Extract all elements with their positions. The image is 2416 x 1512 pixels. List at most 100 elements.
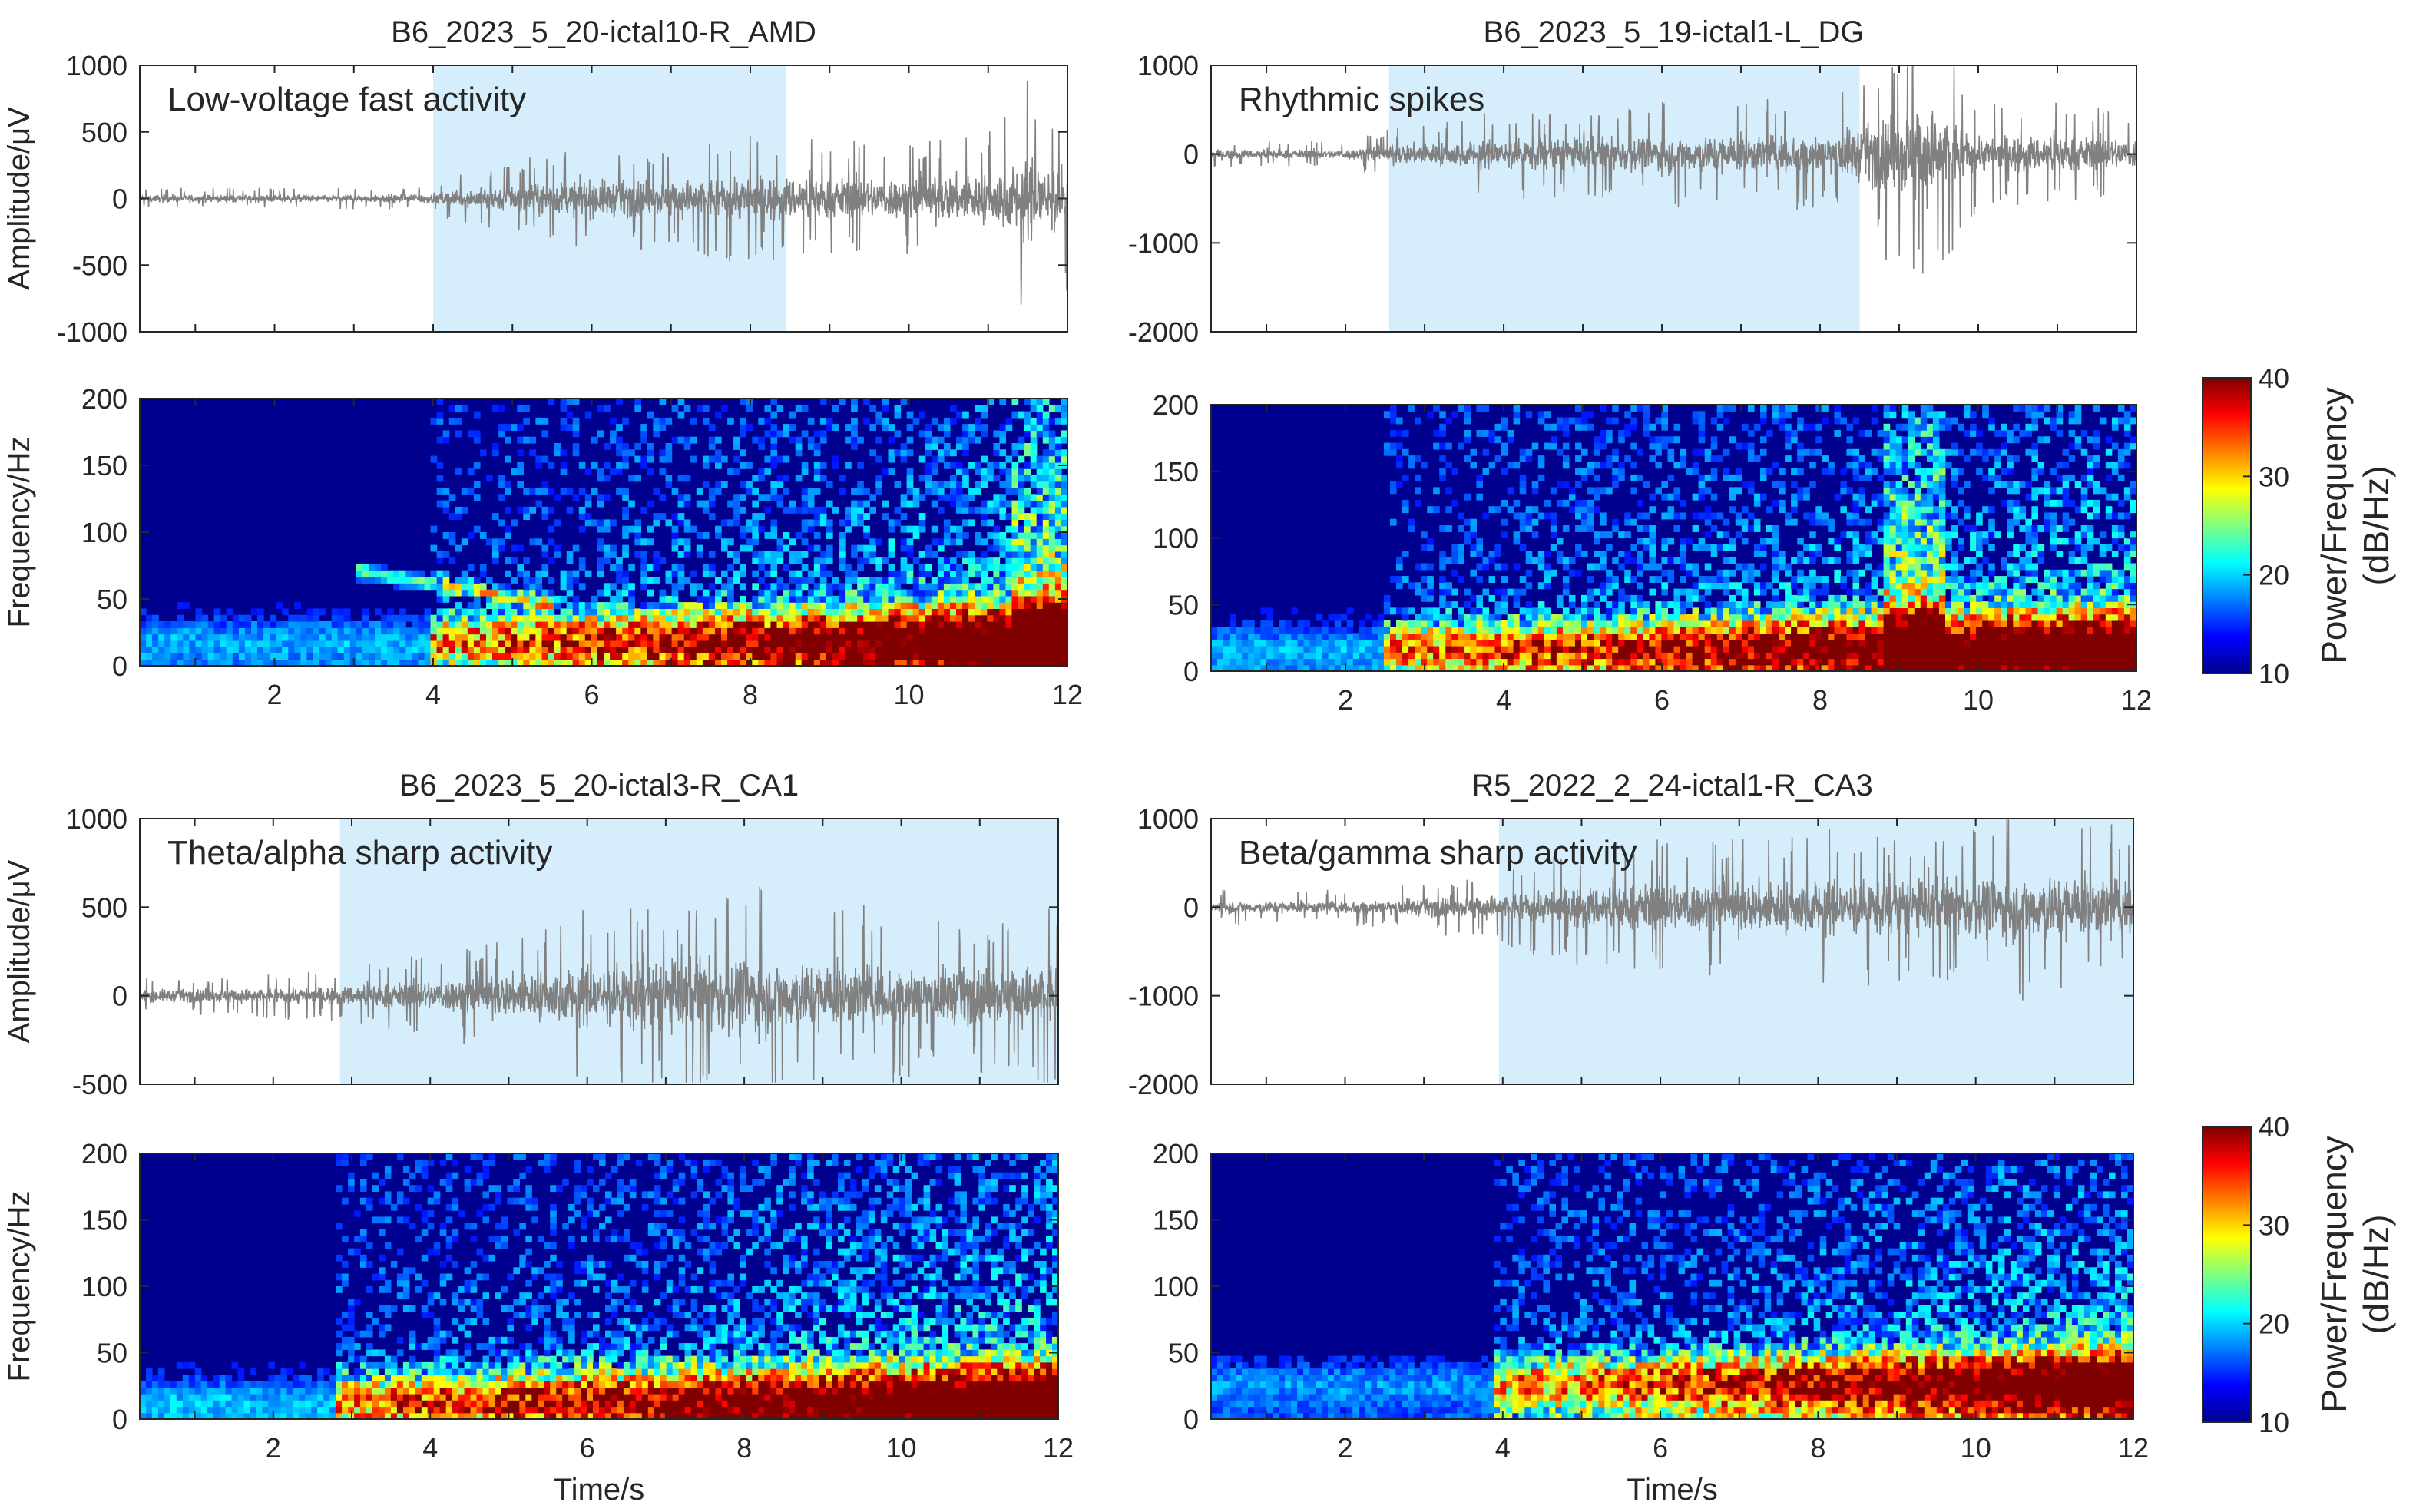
spectrogram-cell — [1303, 664, 1311, 672]
spectrogram-cell — [1005, 544, 1013, 552]
spectrogram-cell — [1011, 634, 1019, 641]
spectrogram-cell — [1556, 646, 1564, 653]
spectrogram-cell — [467, 621, 475, 628]
spectrogram-cell — [1048, 583, 1056, 591]
spectrogram-cell — [845, 462, 852, 469]
spectrogram-cell — [597, 405, 604, 412]
spectrogram-cell — [665, 577, 673, 584]
spectrogram-cell — [721, 640, 728, 647]
spectrogram-cell — [869, 659, 876, 667]
spectrogram-cell — [1451, 557, 1458, 564]
spectrogram-cell — [1680, 614, 1687, 621]
spectrogram-cell — [1581, 658, 1588, 666]
spectrogram-cell — [1871, 582, 1878, 590]
spectrogram-cell — [1741, 423, 1749, 431]
spectrogram-cell — [1723, 544, 1730, 551]
spectrogram-cell — [1630, 664, 1637, 672]
spectrogram-cell — [1828, 557, 1835, 564]
spectrogram-cell — [498, 424, 505, 431]
spectrogram-cell — [1421, 652, 1428, 660]
spectrogram-cell — [591, 436, 598, 444]
spectrogram-cell — [1587, 499, 1594, 507]
spectrogram-cell — [1809, 652, 1816, 660]
spectrogram-cell — [622, 583, 629, 591]
spectrogram-cell — [845, 614, 852, 622]
spectrogram-cell — [492, 640, 499, 647]
spectrogram-cell — [1815, 614, 1822, 621]
spectrogram-cell — [647, 614, 654, 622]
spectrogram-cell — [461, 608, 468, 616]
spectrogram-cell — [752, 436, 759, 444]
spectrogram-cell — [1024, 589, 1031, 597]
spectrogram-cell — [813, 634, 821, 641]
spectrogram-cell — [399, 570, 406, 577]
spectrogram-cell — [412, 627, 419, 635]
spectrogram-cell — [677, 399, 685, 405]
spectrogram-cell — [479, 614, 487, 622]
spectrogram-cell — [1464, 405, 1471, 412]
spectrogram-cell — [746, 659, 753, 667]
spectrogram-cell — [690, 570, 697, 577]
spectrogram-cell — [1791, 664, 1798, 672]
spectrogram-cell — [461, 589, 468, 597]
spectrogram-cell — [616, 602, 623, 609]
spectrogram-cell — [1779, 487, 1786, 495]
spectrogram-cell — [1797, 423, 1804, 431]
spectrogram-cell — [412, 653, 419, 660]
spectrogram-cell — [999, 494, 1007, 501]
spectrogram-cell — [888, 653, 895, 660]
spectrogram-cell — [863, 589, 870, 597]
spectrogram-cell — [789, 538, 796, 546]
spectrogram-cell — [578, 525, 586, 533]
spectrogram-cell — [1427, 639, 1434, 647]
spectrogram-cell — [956, 462, 963, 469]
spectrogram-cell — [1698, 633, 1706, 640]
spectrogram-cell — [993, 494, 1001, 501]
spectrogram-cell — [1383, 639, 1391, 647]
spectrogram-cell — [999, 481, 1007, 488]
spectrogram-cell — [1710, 525, 1718, 532]
spectrogram-cell — [1537, 582, 1545, 590]
spectrogram-cell — [1612, 405, 1619, 412]
spectrogram-cell — [1365, 652, 1372, 660]
spectrogram-cell — [962, 653, 969, 660]
spectrogram-cell — [832, 659, 839, 667]
spectrogram-cell — [498, 634, 505, 641]
spectrogram-cell — [715, 659, 722, 667]
spectrogram-cell — [851, 544, 858, 552]
spectrogram-cell — [671, 653, 679, 660]
spectrogram-cell — [690, 653, 697, 660]
spectrogram-cell — [869, 608, 876, 616]
spectrogram-cell — [776, 647, 784, 653]
spectrogram-cell — [505, 659, 511, 667]
spectrogram-cell — [851, 608, 858, 616]
spectrogram-cell — [584, 500, 592, 508]
spectrogram-cell — [1513, 633, 1521, 640]
spectrogram-cell — [857, 519, 864, 527]
spectrogram-cell — [1340, 614, 1348, 621]
spectrogram-cell — [740, 640, 746, 647]
spectrogram-cell — [572, 399, 580, 405]
spectrogram-cell — [1383, 646, 1391, 653]
spectrogram-cell — [201, 621, 209, 628]
spectrogram-cell — [479, 659, 487, 667]
spectrogram-cell — [993, 525, 1001, 533]
spectrogram-cell — [1753, 601, 1761, 608]
spectrogram-cell — [349, 634, 357, 641]
spectrogram-cell — [1840, 468, 1847, 475]
spectrogram-cell — [1710, 639, 1718, 647]
spectrogram-cell — [1346, 652, 1354, 660]
spectrogram-cell — [1371, 627, 1378, 634]
spectrogram-cell — [1488, 551, 1496, 557]
spectrogram-cell — [1519, 512, 1527, 520]
spectrogram-cell — [968, 659, 975, 667]
spectrogram-cell — [584, 513, 592, 520]
spectrogram-cell — [1692, 594, 1699, 602]
spectrogram-cell — [164, 659, 171, 667]
spectrogram-cell — [1061, 551, 1068, 558]
spectrogram-cell — [1852, 462, 1860, 469]
spectrogram-cell — [1048, 417, 1056, 425]
spectrogram-cell — [918, 621, 926, 628]
spectrogram-cell — [1779, 411, 1786, 419]
spectrogram-cell — [566, 602, 574, 609]
